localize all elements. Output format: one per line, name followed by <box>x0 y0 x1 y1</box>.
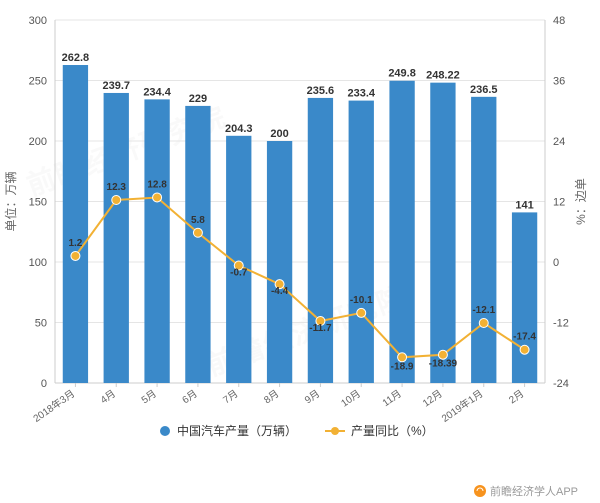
bar-value-label: 235.6 <box>307 85 335 97</box>
x-tick-label: 2019年1月 <box>439 387 486 425</box>
line-marker <box>520 345 529 354</box>
bar <box>430 83 455 383</box>
bar-value-label: 200 <box>270 128 288 140</box>
line-marker <box>357 308 366 317</box>
bar-value-label: 249.8 <box>388 68 416 80</box>
footer-icon <box>474 485 486 497</box>
y-right-tick: 0 <box>553 257 559 269</box>
line-marker <box>71 251 80 260</box>
chart-container: 前瞻经济研究院前瞻经济研究院050100150200250300-24-1201… <box>0 0 600 503</box>
line-value-label: -17.4 <box>513 332 536 343</box>
legend-swatch-line-marker <box>331 427 339 435</box>
line-value-label: -12.1 <box>472 305 495 316</box>
bar <box>308 98 333 383</box>
bar <box>63 65 88 383</box>
line-value-label: -18.39 <box>429 359 458 370</box>
y-left-tick: 50 <box>35 318 47 330</box>
y-right-tick: 12 <box>553 197 565 209</box>
x-tick-label: 10月 <box>339 388 363 410</box>
bar-value-label: 236.5 <box>470 84 498 96</box>
bar-value-label: 239.7 <box>102 80 130 92</box>
chart-svg: 前瞻经济研究院前瞻经济研究院050100150200250300-24-1201… <box>0 0 600 503</box>
bar-value-label: 204.3 <box>225 123 253 135</box>
y-left-tick: 200 <box>29 136 47 148</box>
bar <box>389 81 414 383</box>
x-tick-label: 6月 <box>180 388 200 407</box>
y-left-tick: 150 <box>29 197 47 209</box>
footer-text: 前瞻经济学人APP <box>490 484 578 498</box>
y-right-tick: 24 <box>553 136 565 148</box>
line-value-label: -4.4 <box>271 286 289 297</box>
line-value-label: 12.8 <box>147 179 167 190</box>
line-value-label: -10.1 <box>350 295 373 306</box>
y-left-label: 单位：万辆 <box>3 171 18 231</box>
bar <box>185 106 210 383</box>
bar <box>144 99 169 383</box>
y-left-tick: 250 <box>29 76 47 88</box>
line-value-label: 5.8 <box>191 215 205 226</box>
x-tick-label: 9月 <box>303 388 323 407</box>
x-tick-label: 2018年3月 <box>31 387 78 425</box>
y-right-tick: 36 <box>553 76 565 88</box>
x-tick-label: 12月 <box>420 388 444 410</box>
y-right-tick: 48 <box>553 15 565 27</box>
footer: 前瞻经济学人APP <box>474 484 578 498</box>
y-right-tick: -12 <box>553 318 569 330</box>
legend-swatch-bar <box>160 426 170 436</box>
bar-value-label: 234.4 <box>143 86 171 98</box>
bar <box>349 101 374 383</box>
bar <box>512 212 537 383</box>
y-left-tick: 300 <box>29 15 47 27</box>
bar <box>267 141 292 383</box>
legend-label: 中国汽车产量（万辆） <box>177 423 297 438</box>
y-right-tick: -24 <box>553 378 569 390</box>
bar-value-label: 229 <box>189 93 207 105</box>
line-value-label: 12.3 <box>107 182 127 193</box>
y-left-tick: 0 <box>41 378 47 390</box>
line-value-label: -11.7 <box>309 323 332 334</box>
line-value-label: -0.7 <box>230 268 248 279</box>
legend: 中国汽车产量（万辆） 产量同比（%） <box>160 423 434 438</box>
bar-value-label: 262.8 <box>62 52 90 64</box>
line-marker <box>112 195 121 204</box>
y-left-tick: 100 <box>29 257 47 269</box>
line-value-label: -18.9 <box>391 361 414 372</box>
x-tick-label: 8月 <box>262 388 282 407</box>
line-marker <box>193 228 202 237</box>
line-marker <box>479 319 488 328</box>
x-tick-label: 11月 <box>380 388 404 410</box>
bar-value-label: 233.4 <box>347 88 375 100</box>
legend-label: 产量同比（%） <box>351 424 434 438</box>
bar <box>104 93 129 383</box>
x-tick-label: 7月 <box>221 388 241 407</box>
line-marker <box>153 193 162 202</box>
x-tick-label: 4月 <box>98 388 118 407</box>
bar-value-label: 141 <box>515 199 533 211</box>
y-right-label: %：边单 <box>574 178 588 225</box>
bar-value-label: 248.22 <box>426 70 460 82</box>
x-tick-label: 2月 <box>507 388 527 407</box>
bar <box>471 97 496 383</box>
line-value-label: 1.2 <box>68 238 82 249</box>
x-tick-label: 5月 <box>139 388 159 407</box>
